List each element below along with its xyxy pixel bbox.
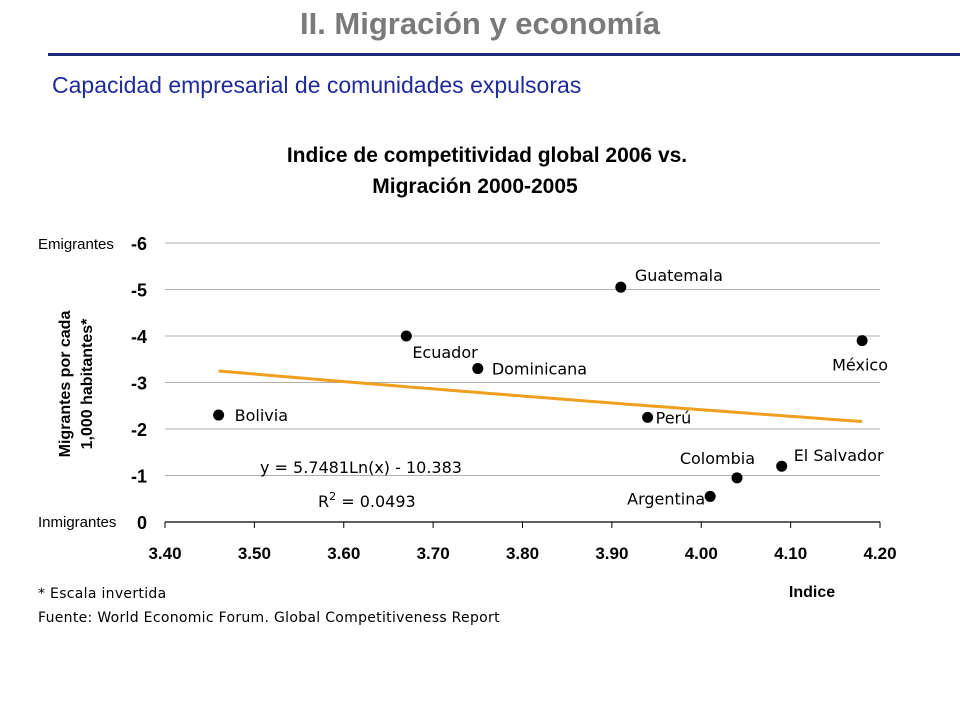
y-tick-emigrantes-label: Emigrantes [38,236,114,253]
y-tick-labels: 0 -1 -2 -3 -4 -5 -6 [131,234,147,533]
x-tick-label: 3.40 [148,544,181,563]
x-tick-label: 4.10 [774,544,807,563]
y-tick-label: -3 [131,374,147,394]
x-tick-label: 3.70 [417,544,450,563]
data-point-label: Bolivia [235,406,288,425]
y-tick-label: -1 [131,467,147,487]
data-point [731,472,743,484]
x-tick-label: 4.00 [685,544,718,563]
data-point [856,335,868,347]
slide-subtitle: Capacidad empresarial de comunidades exp… [52,72,582,98]
data-point-label: Dominicana [492,360,587,379]
y-tick-label: -4 [131,327,147,347]
y-tick-label: -6 [131,234,147,254]
data-point-label: México [832,356,888,375]
axes [164,521,881,528]
scatter-chart: Indice de competitividad global 2006 vs.… [38,144,897,601]
data-point [642,411,654,423]
chart-title-line2: Migración 2000-2005 [372,175,578,198]
trendline-r2: R2 = 0.0493 [318,490,416,511]
x-tick-label: 3.80 [506,544,539,563]
y-tick-inmigrantes-label: Inmigrantes [38,514,116,531]
data-point-label: El Salvador [794,446,884,465]
data-point [776,460,788,472]
data-point-label: Colombia [680,449,755,468]
data-point [400,330,412,342]
y-tick-label: -2 [131,420,147,440]
data-point-label: Argentina [627,489,705,508]
slide-title: II. Migración y economía [299,6,661,41]
x-tick-label: 3.90 [595,544,628,563]
data-point-label: Perú [656,408,692,427]
chart-title-line1: Indice de competitividad global 2006 vs. [287,144,687,167]
trendline [218,369,863,423]
x-tick-label: 4.20 [863,544,896,563]
data-point [213,409,225,421]
data-point-label: Ecuador [412,343,478,362]
data-point [472,363,484,375]
data-point [615,281,627,293]
scale-footnote: * Escala invertida [38,586,167,602]
y-tick-label: -5 [131,281,147,301]
data-points: Bolivia Ecuador Dominicana Guatemala Perú Arg… [213,266,888,508]
x-tick-label: 3.50 [238,544,271,563]
data-point-label: Guatemala [635,266,723,285]
data-point [704,490,716,502]
gridlines [165,242,880,476]
y-axis-label-line2: 1,000 habitantes* [79,318,96,450]
y-axis-label-line1: Migrantes por cada [57,311,74,458]
x-tick-label: 3.60 [327,544,360,563]
source-footnote: Fuente: World Economic Forum. Global Com… [38,610,500,626]
title-divider [48,53,960,56]
trendline-equation: y = 5.7481Ln(x) - 10.383 [260,458,462,477]
x-tick-labels: 3.40 3.50 3.60 3.70 3.80 3.90 4.00 4.10 4.20 [148,544,896,563]
x-axis-label: Indice [789,584,835,601]
y-tick-label: 0 [137,513,147,533]
